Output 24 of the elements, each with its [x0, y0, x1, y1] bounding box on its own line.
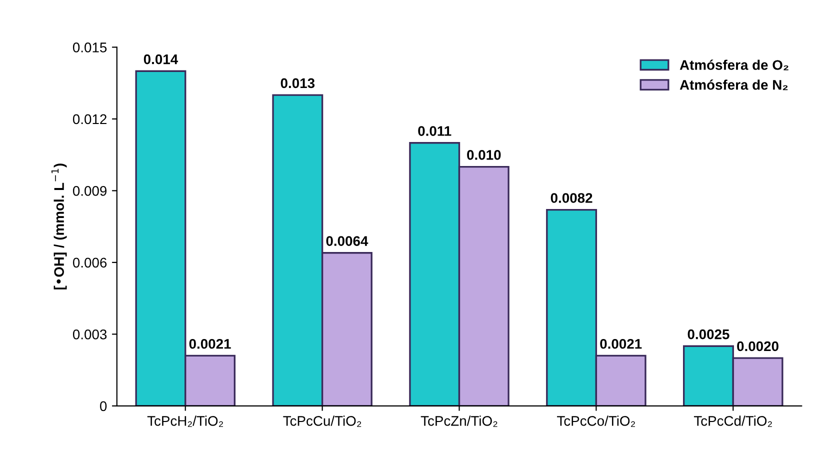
- legend-label: Atmósfera de N₂: [680, 79, 788, 90]
- x-tick-label: TcPcH₂/TiO₂: [147, 416, 223, 427]
- data-label: 0.0064: [326, 236, 368, 246]
- x-tick-label: TcPcCo/TiO₂: [557, 416, 635, 427]
- y-tick-label: 0.012: [72, 114, 106, 124]
- data-label: 0.010: [467, 150, 501, 160]
- x-tick-label: TcPcZn/TiO₂: [420, 416, 498, 427]
- x-tick-label: TcPcCu/TiO₂: [283, 416, 362, 427]
- x-tick-label: TcPcCd/TiO₂: [694, 416, 772, 427]
- y-tick-label: 0: [100, 401, 107, 412]
- y-tick-label: 0.009: [72, 186, 107, 196]
- y-tick-label: 0.015: [72, 42, 107, 52]
- data-label: 0.0025: [688, 329, 730, 340]
- data-label: 0.014: [144, 54, 178, 64]
- legend-label: Atmósfera de O₂: [680, 60, 788, 70]
- data-label: 0.013: [280, 78, 315, 88]
- y-tick-label: 0.006: [72, 258, 107, 268]
- y-axis-title: [•OH] / (mmol. L$^{−1}$): [51, 164, 67, 290]
- data-label: 0.0020: [737, 341, 778, 352]
- data-label: 0.0082: [550, 193, 592, 203]
- y-tick-label: 0.003: [72, 330, 107, 340]
- data-label: 0.011: [418, 126, 452, 136]
- data-label: 0.0021: [600, 338, 642, 349]
- data-label: 0.0021: [189, 338, 231, 349]
